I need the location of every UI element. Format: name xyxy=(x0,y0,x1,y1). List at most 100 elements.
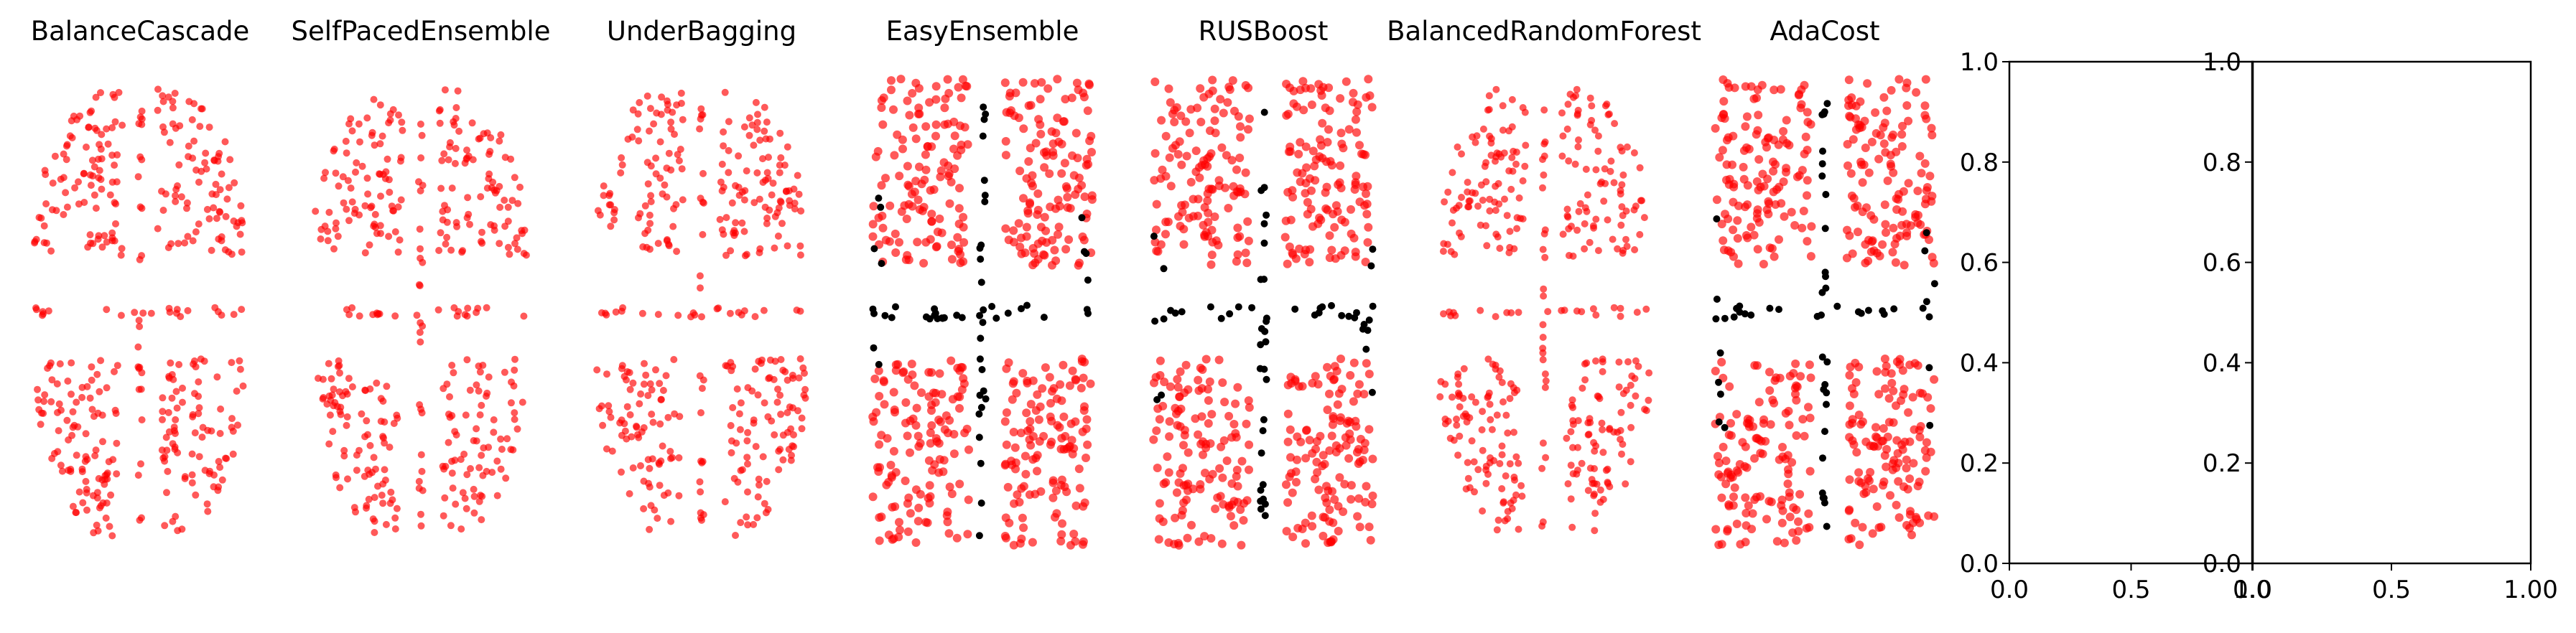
scatter-point xyxy=(97,357,105,365)
scatter-point xyxy=(1001,151,1010,160)
scatter-point xyxy=(779,456,787,464)
scatter-point xyxy=(1715,459,1724,468)
scatter-point xyxy=(773,209,781,217)
scatter-point xyxy=(1849,194,1859,203)
scatter-point xyxy=(870,344,878,352)
scatter-point xyxy=(48,376,56,384)
scatter-point xyxy=(179,398,186,406)
scatter-point xyxy=(1923,393,1933,402)
scatter-point xyxy=(1765,243,1775,253)
scatter-point xyxy=(1581,204,1589,212)
scatter-point xyxy=(161,457,169,465)
scatter-point xyxy=(94,155,102,163)
scatter-point xyxy=(1018,513,1027,522)
scatter-point xyxy=(462,411,470,419)
scatter-point xyxy=(68,390,75,398)
scatter-point xyxy=(1337,215,1347,225)
scatter-point xyxy=(508,197,516,205)
scatter-point xyxy=(1036,402,1045,411)
scatter-point xyxy=(358,410,366,418)
scatter-point xyxy=(175,240,182,248)
scatter-point xyxy=(636,400,643,408)
scatter-point xyxy=(931,95,941,104)
scatter-point xyxy=(737,519,745,527)
scatter-point xyxy=(96,504,103,512)
scatter-point xyxy=(1184,385,1193,394)
scatter-point xyxy=(1245,114,1254,123)
scatter-point xyxy=(333,474,340,482)
scatter-point xyxy=(697,111,705,119)
scatter-point xyxy=(926,439,935,448)
scatter-point xyxy=(1627,381,1635,389)
scatter-point xyxy=(92,205,100,212)
scatter-point xyxy=(697,194,705,202)
scatter-point xyxy=(1563,212,1571,220)
scatter-point xyxy=(1487,151,1495,159)
scatter-point xyxy=(1741,442,1750,451)
scatter-point xyxy=(1038,384,1047,393)
scatter-point xyxy=(1351,314,1359,322)
scatter-point xyxy=(1881,384,1889,393)
scatter-point xyxy=(963,530,972,539)
scatter-point xyxy=(1470,458,1478,466)
scatter-point xyxy=(647,198,655,205)
scatter-point xyxy=(1803,237,1812,246)
scatter-point xyxy=(88,405,96,413)
scatter-point xyxy=(1859,489,1869,498)
scatter-point xyxy=(1479,125,1487,133)
scatter-point xyxy=(376,170,384,178)
scatter-point xyxy=(1230,106,1239,116)
scatter-point xyxy=(1478,426,1486,433)
scatter-point xyxy=(1030,249,1039,258)
scatter-point xyxy=(381,174,389,182)
scatter-point xyxy=(1789,369,1798,378)
scatter-point xyxy=(1054,230,1062,239)
scatter-point xyxy=(366,470,373,478)
scatter-point xyxy=(1633,309,1641,316)
scatter-point xyxy=(172,192,179,200)
scatter-point xyxy=(740,196,748,204)
scatter-point xyxy=(648,455,656,463)
scatter-point xyxy=(1845,433,1854,442)
scatter-point xyxy=(1002,440,1011,449)
scatter-point xyxy=(1750,454,1759,463)
scatter-point xyxy=(1799,207,1808,215)
scatter-point xyxy=(1229,521,1239,530)
scatter-point xyxy=(393,505,401,512)
scatter-point xyxy=(1316,135,1325,144)
scatter-point xyxy=(452,144,460,152)
scatter-point xyxy=(1619,247,1627,254)
scatter-point xyxy=(1061,182,1071,191)
scatter-point xyxy=(943,517,952,527)
scatter-point xyxy=(979,319,987,327)
scatter-point xyxy=(1879,424,1888,433)
scatter-point xyxy=(1883,432,1892,441)
scatter-point xyxy=(363,114,371,122)
scatter-point xyxy=(390,207,397,215)
scatter-point xyxy=(342,137,350,145)
scatter-point xyxy=(629,464,637,472)
scatter-point xyxy=(1057,139,1066,149)
scatter-point xyxy=(769,179,777,187)
scatter-point xyxy=(1344,454,1354,463)
scatter-point xyxy=(1174,478,1184,487)
scatter-point xyxy=(1575,136,1582,144)
scatter-point xyxy=(1023,206,1033,215)
scatter-point xyxy=(222,212,230,220)
scatter-point xyxy=(1492,85,1500,93)
scatter-point xyxy=(732,229,739,237)
scatter-point xyxy=(458,248,466,256)
scatter-point xyxy=(762,509,770,517)
scatter-point xyxy=(1540,285,1548,293)
scatter-point xyxy=(1539,439,1547,447)
scatter-point xyxy=(1843,140,1852,149)
scatter-point xyxy=(1054,222,1064,232)
scatter-point xyxy=(642,371,650,379)
scatter-point xyxy=(1204,217,1213,227)
scatter-panel-3 xyxy=(868,75,1097,550)
scatter-point xyxy=(799,364,807,372)
scatter-point xyxy=(210,471,218,479)
scatter-point xyxy=(1441,380,1449,388)
scatter-point xyxy=(891,366,901,375)
scatter-point xyxy=(911,134,921,144)
